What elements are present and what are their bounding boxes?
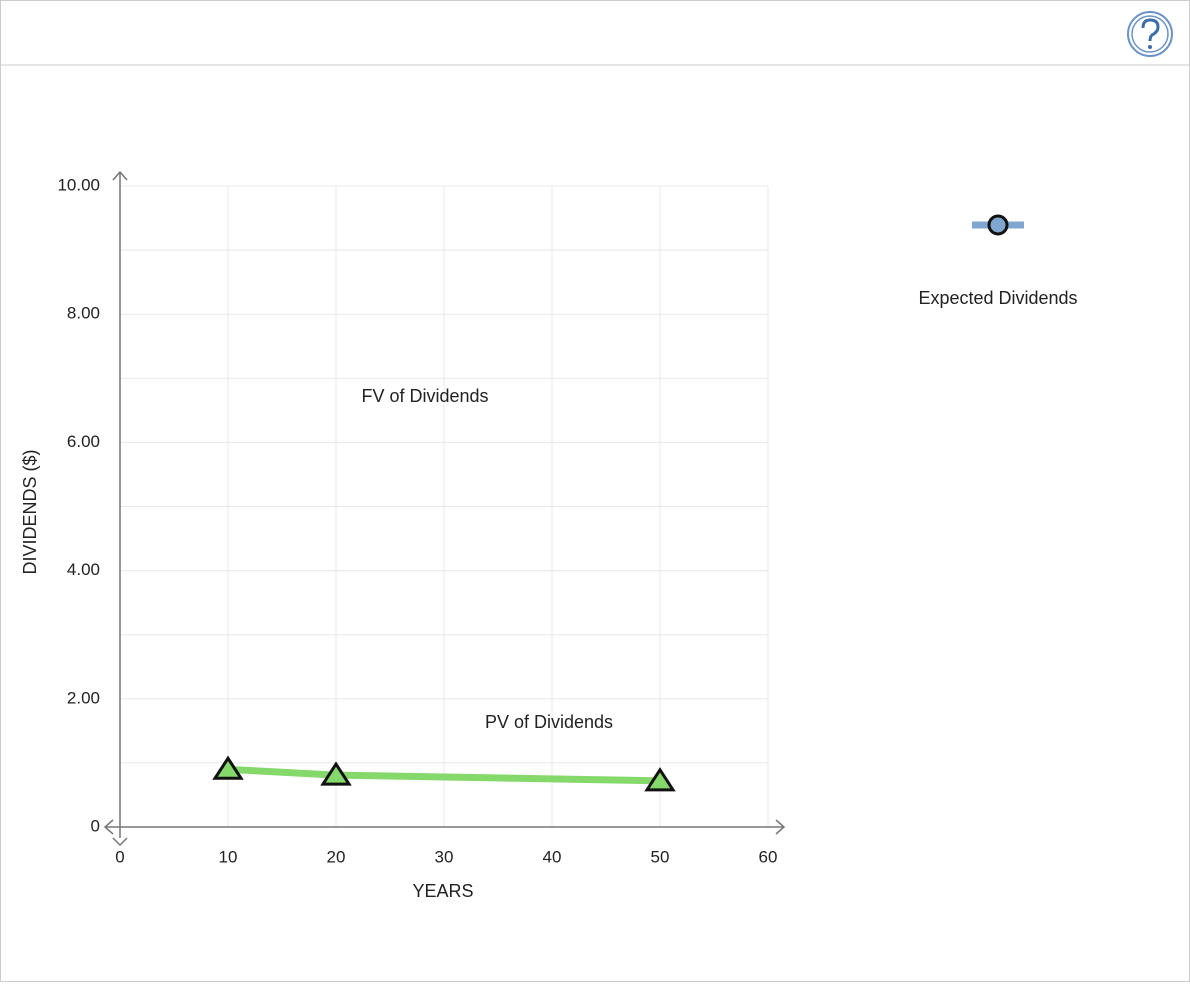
help-button[interactable] bbox=[1127, 11, 1173, 57]
y-tick-label: 4.00 bbox=[67, 560, 100, 579]
x-tick-label: 40 bbox=[543, 847, 562, 866]
axes bbox=[103, 170, 786, 847]
y-tick-label: 8.00 bbox=[67, 304, 100, 323]
x-axis-label: YEARS bbox=[412, 881, 473, 901]
x-axis-arrow bbox=[775, 819, 786, 835]
series-label: PV of Dividends bbox=[485, 712, 613, 732]
help-dot bbox=[1148, 45, 1152, 49]
help-glyph bbox=[1141, 18, 1160, 42]
y-axis-label: DIVIDENDS ($) bbox=[20, 449, 40, 574]
x-tick-label: 0 bbox=[115, 847, 124, 866]
point-marker bbox=[644, 767, 676, 792]
annotation: FV of Dividends bbox=[361, 386, 488, 406]
y-axis-arrow-bottom bbox=[112, 837, 128, 847]
x-tick-label: 10 bbox=[219, 847, 238, 866]
point-marker bbox=[212, 755, 244, 780]
y-tick-label: 2.00 bbox=[67, 688, 100, 707]
grid bbox=[119, 185, 769, 828]
y-axis-arrow bbox=[112, 170, 128, 181]
x-tick-label: 60 bbox=[759, 847, 778, 866]
y-tick-label: 10.00 bbox=[57, 175, 100, 194]
legend-label: Expected Dividends bbox=[918, 288, 1077, 308]
y-tick-label: 6.00 bbox=[67, 432, 100, 451]
point-marker bbox=[320, 761, 352, 786]
plot bbox=[212, 755, 676, 792]
x-tick-label: 30 bbox=[435, 847, 454, 866]
x-tick-label: 50 bbox=[651, 847, 670, 866]
x-tick-label: 20 bbox=[327, 847, 346, 866]
legend-marker bbox=[987, 214, 1009, 236]
x-axis-arrow-left bbox=[103, 819, 114, 835]
y-tick-label: 0 bbox=[91, 816, 100, 835]
